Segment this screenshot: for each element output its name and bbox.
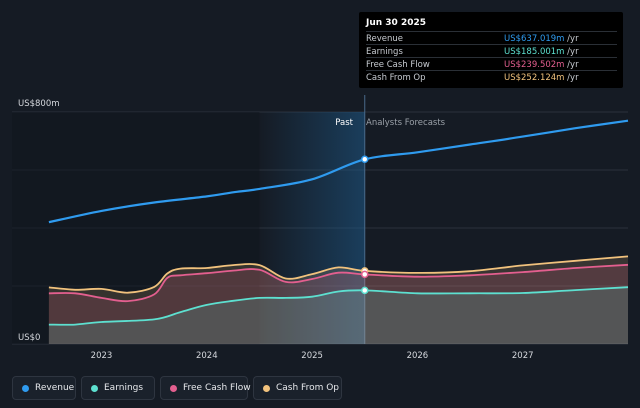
area-cash-from-op <box>48 256 629 344</box>
area-free-cash-flow <box>48 264 629 344</box>
legend-item-free-cash-flow[interactable]: Free Cash Flow <box>160 376 251 400</box>
legend-item-revenue[interactable]: Revenue <box>12 376 76 400</box>
line-earnings <box>48 286 629 326</box>
legend-dot-icon <box>91 385 98 392</box>
legend-label: Free Cash Flow <box>183 383 251 393</box>
legend-dot-icon <box>263 385 270 392</box>
tooltip-row-revenue: Revenue US$637.019m /yr <box>366 31 617 45</box>
x-tick-label: 2024 <box>196 351 218 361</box>
line-cash-from-op <box>48 255 629 294</box>
area-earnings <box>48 287 629 344</box>
legend-label: Earnings <box>104 383 144 393</box>
legend-dot-icon <box>22 385 29 392</box>
line-free-cash-flow <box>48 263 629 303</box>
tooltip-row-cash-from-op: Cash From Op US$252.124m /yr <box>366 70 617 84</box>
series-areas <box>48 256 629 344</box>
y-axis-top-label: US$800m <box>18 99 60 109</box>
x-tick-label: 2026 <box>407 351 429 361</box>
data-tooltip: Jun 30 2025 Revenue US$637.019m /yr Earn… <box>359 12 623 88</box>
tooltip-unit: /yr <box>564 60 579 70</box>
current-markers <box>361 155 369 295</box>
legend-label: Revenue <box>35 383 75 393</box>
marker-free-cash-flow <box>361 270 369 279</box>
line-revenue <box>48 119 629 224</box>
legend-dot-icon <box>170 385 177 392</box>
tooltip-value: US$252.124m <box>504 73 565 83</box>
history-shade <box>12 112 260 344</box>
marker-revenue <box>361 155 369 164</box>
tooltip-label: Free Cash Flow <box>366 60 430 70</box>
tooltip-unit: /yr <box>564 34 579 44</box>
past-shade <box>259 112 365 344</box>
past-label: Past <box>335 118 353 128</box>
tooltip-row-free-cash-flow: Free Cash Flow US$239.502m /yr <box>366 57 617 71</box>
legend-item-cash-from-op[interactable]: Cash From Op <box>253 376 342 400</box>
y-axis-bottom-label: US$0 <box>18 333 40 343</box>
tooltip-label: Earnings <box>366 47 403 57</box>
x-axis-ticks: 2023 2024 2025 2026 2027 <box>91 351 534 361</box>
tooltip-row-earnings: Earnings US$185.001m /yr <box>366 44 617 58</box>
marker-earnings <box>361 286 369 295</box>
legend-item-earnings[interactable]: Earnings <box>81 376 155 400</box>
legend-label: Cash From Op <box>276 383 340 393</box>
forecast-label: Analysts Forecasts <box>366 118 446 128</box>
tooltip-label: Revenue <box>366 34 404 44</box>
x-tick-label: 2025 <box>301 351 323 361</box>
tooltip-unit: /yr <box>564 73 579 83</box>
axis-text: US$800m US$0 Past Analysts Forecasts <box>18 99 446 343</box>
past-highlight <box>12 95 366 344</box>
tooltip-unit: /yr <box>564 47 579 57</box>
tooltip-date: Jun 30 2025 <box>366 18 427 28</box>
tooltip-value: US$185.001m <box>504 47 565 57</box>
tooltip-value: US$239.502m <box>504 60 565 70</box>
tooltip-value: US$637.019m <box>504 34 565 44</box>
tooltip-label: Cash From Op <box>366 73 426 83</box>
x-tick-label: 2023 <box>91 351 113 361</box>
x-tick-label: 2027 <box>512 351 534 361</box>
series-lines <box>48 119 629 326</box>
